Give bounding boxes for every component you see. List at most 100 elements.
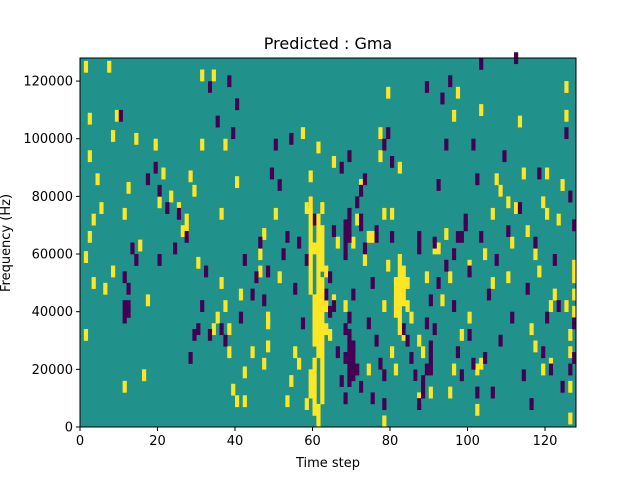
heatmap-cell-low [204,265,209,278]
heatmap-cell-low [374,225,379,243]
heatmap-cell-low [227,75,232,88]
heatmap-cell-high [266,311,271,324]
heatmap-cell-high [401,265,406,307]
heatmap-cell-high [494,173,499,186]
heatmap-cell-low [157,254,162,266]
heatmap-cell-high [211,323,216,336]
heatmap-cell-low [339,161,344,174]
heatmap-cell-low [424,81,430,93]
heatmap-cell-low [258,236,263,249]
heatmap-cell-low [122,300,127,312]
heatmap-cell-low [552,254,557,266]
heatmap-cell-low [362,242,368,255]
heatmap-cell-high [103,282,108,295]
heatmap-cell-high [397,254,402,336]
heatmap-cell-high [83,251,89,263]
heatmap-cell-high [285,395,290,408]
heatmap-cell-high [382,207,387,220]
heatmap-cell-low [145,173,151,186]
heatmap-cell-low [506,225,511,238]
heatmap-cell-high [200,138,205,151]
heatmap-cell-high [250,346,255,359]
heatmap-cell-high [366,363,371,376]
heatmap-cell-high [238,288,244,301]
heatmap-cell-low [510,311,515,324]
heatmap-cell-high [572,271,577,284]
heatmap-cell-high [572,305,577,318]
heatmap-cell-low [475,386,480,399]
heatmap-cell-high [114,109,120,122]
heatmap-cell-high [324,265,329,278]
heatmap-cell-low [548,363,554,376]
heatmap-cell-low [347,207,352,243]
heatmap-cell-low [490,386,495,399]
heatmap-cell-high [572,288,577,301]
heatmap-cell-low [413,369,418,382]
heatmap-cell-high [145,294,151,307]
heatmap-cell-low [231,127,236,140]
heatmap-cell-low [215,115,220,128]
heatmap-cell-high [192,184,197,197]
heatmap-cell-high [312,294,317,347]
heatmap-cell-low [382,398,387,411]
heatmap-cell-high [122,380,127,393]
heatmap-cell-high [308,170,313,183]
heatmap-cell-high [560,179,565,191]
heatmap-cell-high [316,141,321,154]
heatmap-cell-low [343,323,348,336]
heatmap-cell-high [297,357,302,370]
heatmap-cell-low [541,346,546,359]
heatmap-cell-low [424,363,430,376]
heatmap-cell-low [521,369,526,382]
heatmap-cell-low [335,346,340,359]
heatmap-cell-low [304,254,309,266]
heatmap-cell-low [390,156,395,168]
heatmap-cell-high [211,69,216,82]
heatmap-cell-high [293,346,298,359]
heatmap-cell-high [475,403,480,416]
heatmap-cell-high [386,259,391,272]
y-axis: 0 20000 40000 60000 80000 100000 120000 [23,75,80,436]
heatmap-cell-low [560,380,565,393]
heatmap-cell-high [382,415,387,428]
heatmap-cell-high [548,300,554,312]
heatmap-cell-low [347,340,352,387]
heatmap-cell-low [277,179,282,191]
x-tick-label: 0 [76,434,84,449]
heatmap-cell-high [393,277,399,318]
heatmap-cell-high [219,207,224,220]
heatmap-cell-high [351,236,356,249]
heatmap-cell-low [467,328,472,341]
heatmap-cell-high [223,300,228,312]
heatmap-cell-high [308,369,313,399]
heatmap-cell-low [428,294,433,307]
heatmap-cell-low [374,334,379,347]
heatmap-cell-low [293,282,298,295]
heatmap-cells [83,52,577,428]
heatmap-cell-low [347,150,352,163]
heatmap-cell-high [95,173,100,186]
heatmap-cell-low [266,265,271,278]
heatmap-cell-high [343,300,348,312]
x-tick-label: 80 [382,434,399,449]
heatmap-cell-high [552,288,557,301]
heatmap-cell-high [308,196,313,295]
heatmap-cell-low [452,248,457,261]
heatmap-cell-low [386,127,391,140]
heatmap-cell-low [494,254,499,266]
heatmap-cell-low [196,323,201,336]
heatmap-cell-low [359,380,364,393]
heatmap-cell-high [320,225,325,272]
heatmap-cell-low [572,219,577,232]
heatmap-cell-low [242,254,247,266]
heatmap-cell-low [343,219,348,261]
x-axis: 0 20 40 60 80 100 120 [76,427,557,449]
heatmap-cell-high [390,346,395,359]
heatmap-cell-low [382,138,387,151]
heatmap-cell-low [122,311,127,324]
heatmap-cell-low [184,230,189,243]
heatmap-cell-high [223,138,228,151]
heatmap-cell-low [134,254,139,266]
plot-frame [79,57,577,428]
heatmap-cell-low [471,357,476,370]
